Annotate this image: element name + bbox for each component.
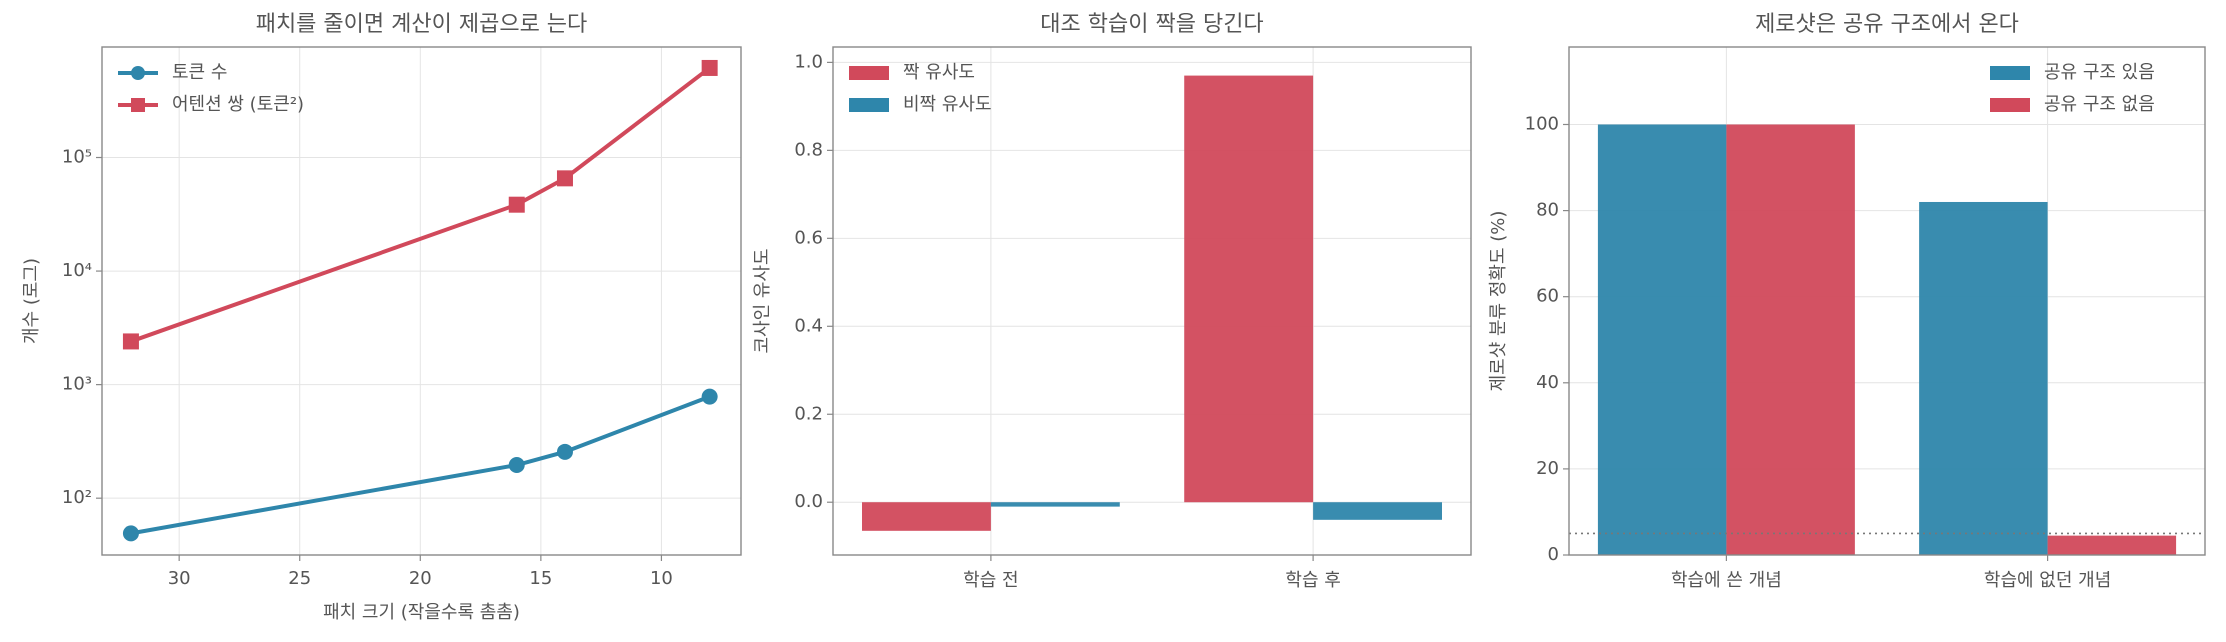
- y-axis-label: 코사인 유사도: [752, 248, 773, 353]
- y-axis-label: 제로샷 분류 정확도 (%): [1488, 211, 1509, 392]
- plot-frame: [101, 46, 742, 556]
- y-tick-label: 10⁵: [62, 147, 92, 168]
- y-tick-label: 10²: [62, 487, 92, 508]
- x-tick-label: 20: [409, 568, 432, 589]
- chart-title: 대조 학습이 짝을 당긴다: [1040, 12, 1263, 37]
- y-tick-label: 0.2: [794, 403, 823, 424]
- chart-title: 제로샷은 공유 구조에서 온다: [1755, 12, 2019, 37]
- legend-label: 공유 구조 없음: [2044, 94, 2155, 115]
- chart-title: 패치를 줄이면 계산이 제곱으로 는다: [256, 12, 588, 37]
- bar: [1184, 75, 1314, 503]
- x-tick-label: 30: [168, 568, 191, 589]
- y-tick-label: 40: [1536, 372, 1559, 393]
- plot-frame: [832, 46, 1472, 556]
- series-line: [130, 66, 711, 344]
- y-tick-label: 60: [1536, 286, 1559, 307]
- chart-panel: 대조 학습이 짝을 당긴다 0.0 0.2 0.4 0.6 0.8 1.0 코사인 유사도학습…: [752, 12, 1472, 591]
- plot-frame: [1568, 46, 2206, 556]
- bar: [1726, 124, 1855, 556]
- point: [122, 333, 139, 350]
- bar: [2047, 535, 2177, 555]
- y-tick-label: 0.0: [794, 491, 823, 512]
- legend-label: 공유 구조 있음: [2044, 62, 2155, 83]
- y-tick-label: 10³: [62, 374, 92, 395]
- point: [556, 170, 573, 187]
- x-axis-label: 패치 크기 (작을수록 촘촘): [323, 602, 520, 623]
- y-tick-label: 0.4: [794, 315, 823, 336]
- point: [508, 196, 525, 213]
- bar: [990, 502, 1120, 507]
- legend-label: 짝 유사도: [903, 62, 975, 83]
- legend-swatch: [1990, 66, 2030, 80]
- legend-swatch: [131, 98, 145, 112]
- y-tick-label: 1.0: [794, 51, 823, 72]
- legend-swatch: [849, 66, 889, 80]
- x-tick-label: 학습 전: [963, 570, 1018, 591]
- bar: [1313, 502, 1442, 520]
- point: [556, 443, 573, 460]
- x-tick-label: 학습에 없던 개념: [1984, 570, 2111, 591]
- y-axis-label: 개수 (로그): [21, 258, 42, 344]
- bar: [1919, 201, 2048, 556]
- bar: [1597, 124, 1727, 556]
- point: [701, 59, 718, 76]
- y-tick-label: 80: [1536, 200, 1559, 221]
- y-tick-label: 10⁴: [62, 260, 92, 281]
- series-line: [130, 394, 711, 536]
- chart-panel: 제로샷은 공유 구조에서 온다 0 20 40 60 80 100 제로샷 분류 정확도 (%…: [1488, 12, 2206, 591]
- x-tick-label: 학습에 쓴 개념: [1671, 570, 1782, 591]
- y-tick-label: 0.6: [794, 227, 823, 248]
- y-tick-label: 0.8: [794, 139, 823, 160]
- legend-swatch: [131, 66, 145, 80]
- x-tick-label: 15: [529, 568, 552, 589]
- point: [122, 525, 139, 542]
- bar: [862, 502, 991, 531]
- y-tick-label: 100: [1525, 113, 1559, 134]
- point: [701, 388, 718, 405]
- x-tick-label: 학습 후: [1285, 570, 1340, 591]
- point: [508, 456, 525, 473]
- y-tick-label: 0: [1548, 544, 1559, 565]
- x-tick-label: 10: [650, 568, 673, 589]
- legend-label: 비짝 유사도: [903, 94, 992, 115]
- legend-label: 어텐션 쌍 (토큰²): [172, 94, 304, 115]
- legend-swatch: [1990, 98, 2030, 112]
- legend-swatch: [849, 98, 889, 112]
- legend-label: 토큰 수: [172, 62, 227, 83]
- chart-panel: 패치를 줄이면 계산이 제곱으로 는다 10² 10³ 10⁴ 10⁵ 개수 (로그) 패치…: [21, 12, 742, 623]
- y-tick-label: 20: [1536, 458, 1559, 479]
- x-tick-label: 25: [288, 568, 311, 589]
